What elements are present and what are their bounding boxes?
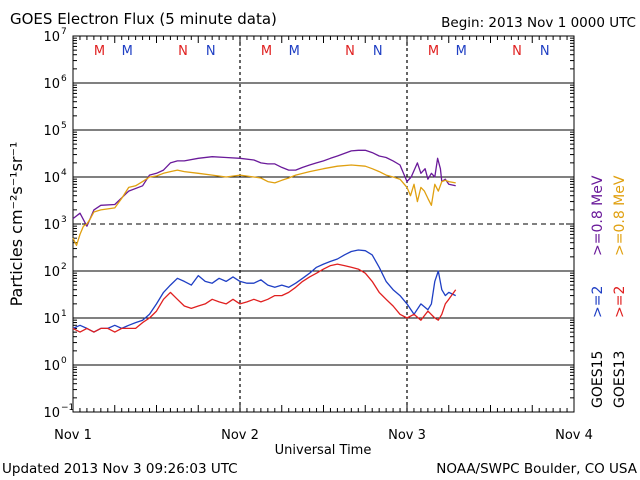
x-axis-ticks <box>72 36 575 412</box>
y-tick-label-exponent: 1 <box>61 309 67 319</box>
legend-goes13: GOES13 <box>612 351 628 408</box>
y-tick-label: 10 <box>43 265 60 280</box>
y-tick-label: 10 <box>43 30 60 45</box>
x-tick-label: Nov 2 <box>221 428 259 443</box>
marker-n: N <box>206 44 216 59</box>
x-tick-label: Nov 4 <box>555 428 593 443</box>
y-tick-label-exponent: 0 <box>61 356 67 366</box>
marker-m: M <box>428 44 439 59</box>
marker-n: N <box>512 44 522 59</box>
x-axis-label: Universal Time <box>275 443 372 458</box>
y-axis-label: Particles cm⁻²s⁻¹sr⁻¹ <box>7 142 26 307</box>
marker-n: N <box>540 44 550 59</box>
source-credit: NOAA/SWPC Boulder, CO USA <box>436 461 638 477</box>
series-line-goes15-2-mev <box>72 249 456 333</box>
y-tick-label: 10 <box>43 218 60 233</box>
x-tick-label: Nov 3 <box>388 428 426 443</box>
y-tick-label-exponent: 5 <box>61 121 67 131</box>
day-separators <box>239 36 408 412</box>
marker-m: M <box>289 44 300 59</box>
marker-m: M <box>456 44 467 59</box>
x-axis-tick-labels: Nov 1 Nov 2 Nov 3 Nov 4 <box>54 428 593 443</box>
y-tick-label-exponent: −1 <box>61 403 74 413</box>
gridlines <box>73 82 574 366</box>
series-line-goes15-0-8-mev <box>72 149 456 227</box>
marker-n: N <box>345 44 355 59</box>
y-axis-label-text: Particles cm⁻²s⁻¹sr⁻¹ <box>7 142 26 307</box>
y-tick-label: 10 <box>43 406 60 421</box>
begin-time: Begin: 2013 Nov 1 0000 UTC <box>441 15 636 31</box>
y-tick-label: 10 <box>43 77 60 92</box>
y-tick-label: 10 <box>43 124 60 139</box>
y-tick-label: 10 <box>43 312 60 327</box>
legend-goes13-2mev: >=2 <box>612 286 628 318</box>
series-line-goes13-2-mev <box>72 263 457 333</box>
legend-goes15: GOES15 <box>590 351 606 408</box>
y-tick-label-exponent: 3 <box>61 215 67 225</box>
series-line-goes13-0-8-mev <box>72 164 456 247</box>
y-tick-label: 10 <box>43 171 60 186</box>
legend-goes15-08mev: >=0.8 MeV <box>590 175 606 256</box>
marker-m: M <box>122 44 133 59</box>
y-axis-ticks <box>73 35 574 413</box>
y-tick-label-exponent: 4 <box>61 168 67 178</box>
y-tick-label-exponent: 7 <box>61 27 67 37</box>
y-tick-label-exponent: 6 <box>61 74 67 84</box>
y-tick-label: 10 <box>43 359 60 374</box>
marker-n: N <box>373 44 383 59</box>
y-tick-label-exponent: 2 <box>61 262 67 272</box>
data-series <box>72 149 457 333</box>
chart-title: GOES Electron Flux (5 minute data) <box>10 10 277 28</box>
legend-goes15-2mev: >=2 <box>590 286 606 318</box>
marker-m: M <box>261 44 272 59</box>
marker-m: M <box>94 44 105 59</box>
x-tick-label: Nov 1 <box>54 428 92 443</box>
legend-goes13-08mev: >=0.8 MeV <box>612 175 628 256</box>
marker-n: N <box>178 44 188 59</box>
updated-timestamp: Updated 2013 Nov 3 09:26:03 UTC <box>2 461 238 477</box>
